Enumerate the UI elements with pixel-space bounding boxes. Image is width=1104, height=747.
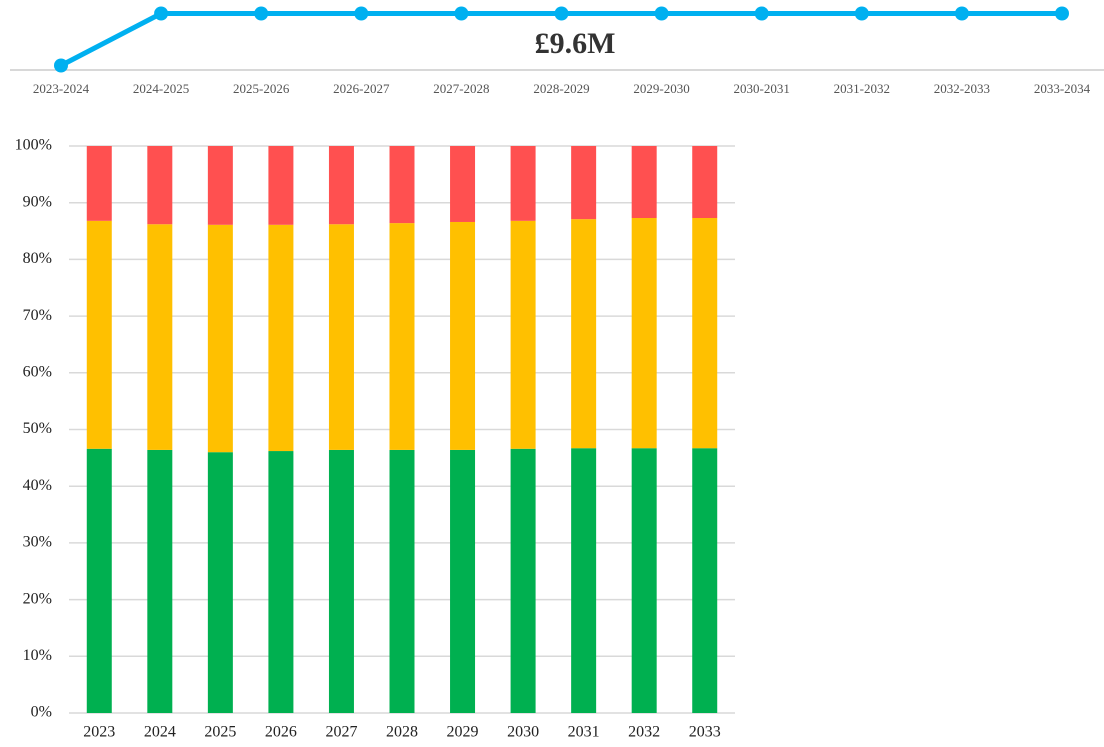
bar-segment bbox=[147, 224, 173, 450]
bar-segment bbox=[510, 146, 536, 221]
x-tick-label: 2026 bbox=[265, 724, 297, 741]
bar-segment bbox=[147, 449, 173, 713]
y-tick-label: 30% bbox=[23, 534, 52, 551]
x-tick-label: 2028 bbox=[386, 724, 418, 741]
bar-segment bbox=[510, 448, 536, 713]
bar-segment bbox=[389, 146, 415, 224]
x-tick-label: 2023-2024 bbox=[33, 81, 90, 96]
bar-segment bbox=[389, 449, 415, 713]
x-tick-label: 2030-2031 bbox=[734, 81, 790, 96]
bar-segment bbox=[389, 223, 415, 450]
bar-segment bbox=[207, 452, 233, 713]
x-tick-label: 2029 bbox=[447, 724, 479, 741]
y-tick-label: 10% bbox=[23, 647, 52, 664]
bar-segment bbox=[86, 220, 112, 449]
point bbox=[354, 6, 369, 21]
bar-segment bbox=[268, 451, 294, 713]
x-tick-label: 2023 bbox=[83, 724, 115, 741]
point bbox=[1055, 6, 1069, 21]
point bbox=[54, 58, 68, 73]
bar-segment bbox=[631, 146, 657, 219]
bar-segment bbox=[571, 146, 597, 220]
bar-segment bbox=[692, 146, 718, 219]
bar-segment bbox=[631, 448, 657, 713]
point bbox=[654, 6, 669, 21]
x-tick-label: 2027 bbox=[325, 724, 357, 741]
bar-segment bbox=[328, 146, 354, 225]
point bbox=[754, 6, 769, 21]
bar-segment bbox=[207, 224, 233, 453]
bar-segment bbox=[450, 449, 476, 713]
bar-segment bbox=[268, 146, 294, 225]
y-tick-label: 50% bbox=[23, 420, 52, 437]
x-tick-label: 2031 bbox=[568, 724, 600, 741]
bar-segment bbox=[692, 218, 718, 449]
point bbox=[454, 6, 469, 21]
point bbox=[954, 6, 969, 21]
y-tick-label: 0% bbox=[31, 704, 52, 721]
x-tick-label: 2024 bbox=[144, 724, 176, 741]
x-tick-label: 2024-2025 bbox=[133, 81, 189, 96]
y-tick-label: 100% bbox=[15, 137, 52, 154]
bar-segment bbox=[328, 224, 354, 450]
bar-segment bbox=[450, 146, 476, 222]
point bbox=[854, 6, 869, 21]
y-tick-label: 90% bbox=[23, 193, 52, 210]
point bbox=[554, 6, 569, 21]
x-tick-label: 2033-2034 bbox=[1034, 81, 1091, 96]
y-tick-label: 60% bbox=[23, 363, 52, 380]
x-tick-label: 2025-2026 bbox=[233, 81, 290, 96]
x-tick-label: 2025 bbox=[204, 724, 236, 741]
bar-segment bbox=[450, 221, 476, 450]
bar-segment bbox=[571, 448, 597, 713]
bar-segment bbox=[571, 219, 597, 449]
y-tick-label: 20% bbox=[23, 590, 52, 607]
x-tick-label: 2031-2032 bbox=[834, 81, 890, 96]
x-tick-label: 2027-2028 bbox=[433, 81, 489, 96]
point bbox=[154, 6, 169, 21]
bar-segment bbox=[207, 146, 233, 225]
bar-segment bbox=[631, 218, 657, 449]
x-tick-label: 2033 bbox=[689, 724, 721, 741]
x-tick-label: 2026-2027 bbox=[333, 81, 390, 96]
y-tick-label: 70% bbox=[23, 307, 52, 324]
x-tick-label: 2032-2033 bbox=[934, 81, 990, 96]
x-tick-label: 2029-2030 bbox=[633, 81, 689, 96]
bar-segment bbox=[510, 220, 536, 449]
bar-segment bbox=[147, 146, 173, 225]
bar-segment bbox=[86, 146, 112, 221]
bar-segment bbox=[692, 448, 718, 713]
x-tick-label: 2032 bbox=[628, 724, 660, 741]
annotation: £9.6M bbox=[535, 27, 616, 60]
bar-segment bbox=[86, 448, 112, 713]
bar-segment bbox=[268, 224, 294, 452]
y-tick-label: 40% bbox=[23, 477, 52, 494]
x-tick-label: 2030 bbox=[507, 724, 539, 741]
bar-segment bbox=[328, 449, 354, 713]
y-tick-label: 80% bbox=[23, 250, 52, 267]
point bbox=[254, 6, 269, 21]
x-tick-label: 2028-2029 bbox=[533, 81, 589, 96]
